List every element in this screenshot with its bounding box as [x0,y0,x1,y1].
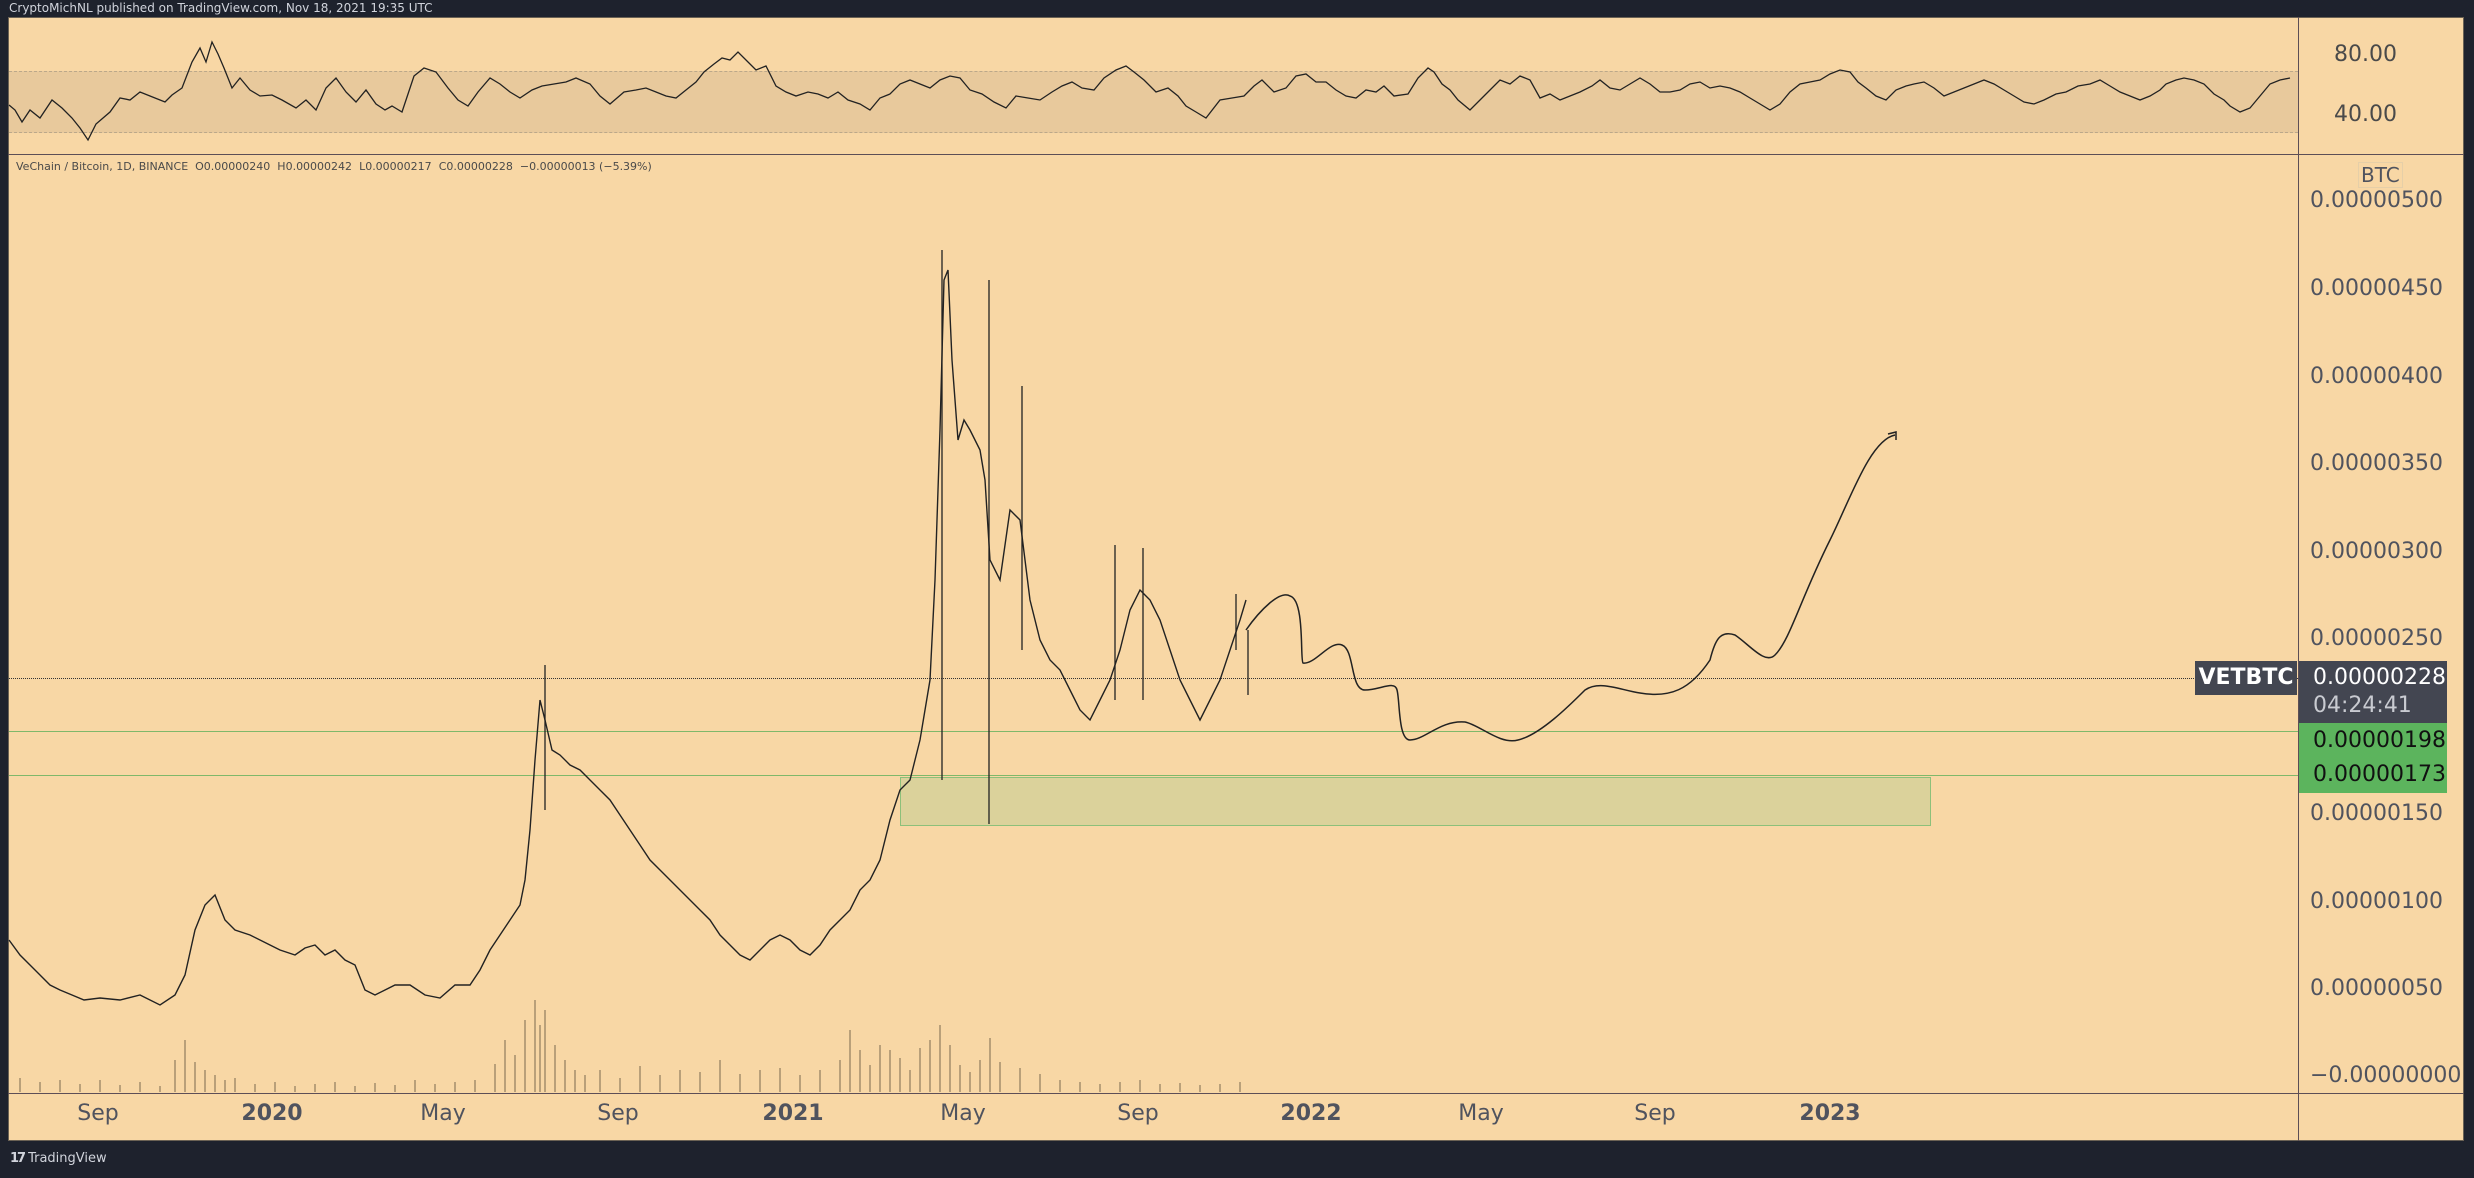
level-tag-173: 0.00000173 [2299,757,2447,793]
volume-bars [19,1000,1241,1092]
legend-open: O0.00000240 [195,160,271,173]
price-bars [8,250,1249,1006]
last-price-value: 0.00000228 [2313,665,2446,690]
chart-frame[interactable] [8,17,2464,1141]
currency-unit-label[interactable]: BTC [2358,162,2403,188]
rsi-band [9,71,2298,133]
projection-path [1245,434,1896,742]
time-tick: Sep [77,1101,119,1126]
support-line-173[interactable] [9,775,2298,776]
price-tick: 0.00000300 [2310,539,2443,564]
support-zone-rect[interactable] [900,777,1931,826]
time-tick-year: 2021 [762,1101,824,1126]
rsi-tick-40: 40.00 [2334,102,2397,127]
time-axis-separator [8,1093,2464,1094]
rsi-tick-80: 80.00 [2334,42,2397,67]
symbol-tag: VETBTC [2195,661,2297,695]
legend-change: −0.00000013 (−5.39%) [519,160,652,173]
publish-line: CryptoMichNL published on TradingView.co… [9,1,433,15]
price-tick: 0.00000100 [2310,889,2443,914]
legend-symbol: VeChain / Bitcoin, 1D, BINANCE [16,160,189,173]
legend-close: C0.00000228 [438,160,513,173]
projection-arrowhead [1887,431,1897,440]
rsi-line [8,40,2291,142]
time-tick: May [420,1101,466,1126]
tradingview-logo[interactable]: 17 TradingView [10,1151,107,1166]
symbol-legend[interactable]: VeChain / Bitcoin, 1D, BINANCE O0.000002… [16,160,652,173]
tradingview-logo-icon: 17 [10,1151,26,1166]
brand-name: TradingView [28,1151,107,1166]
price-tick: 0.00000400 [2310,364,2443,389]
time-tick: Sep [1634,1101,1676,1126]
price-tick: 0.00000350 [2310,451,2443,476]
time-tick: Sep [597,1101,639,1126]
level-tag-198: 0.00000198 [2299,723,2447,759]
time-tick-year: 2022 [1280,1101,1342,1126]
price-tick: 0.00000250 [2310,626,2443,651]
legend-low: L0.00000217 [359,160,432,173]
last-price-line[interactable] [9,678,2298,679]
bar-countdown: 04:24:41 [2313,693,2412,718]
publish-header: CryptoMichNL published on TradingView.co… [0,0,2474,17]
time-tick: May [940,1101,986,1126]
price-axis-separator [2298,17,2299,1141]
price-tick: 0.00000150 [2310,801,2443,826]
price-tick: 0.00000050 [2310,976,2443,1001]
time-tick-year: 2023 [1799,1101,1861,1126]
legend-high: H0.00000242 [277,160,353,173]
last-price-tag: 0.00000228 04:24:41 [2299,661,2447,723]
support-line-198[interactable] [9,731,2298,732]
price-tick: 0.00000450 [2310,276,2443,301]
time-tick: Sep [1117,1101,1159,1126]
price-tick: −0.00000000 [2310,1063,2462,1088]
price-tick: 0.00000500 [2310,188,2443,213]
pane-separator[interactable] [8,154,2464,155]
time-tick-year: 2020 [241,1101,303,1126]
time-tick: May [1458,1101,1504,1126]
